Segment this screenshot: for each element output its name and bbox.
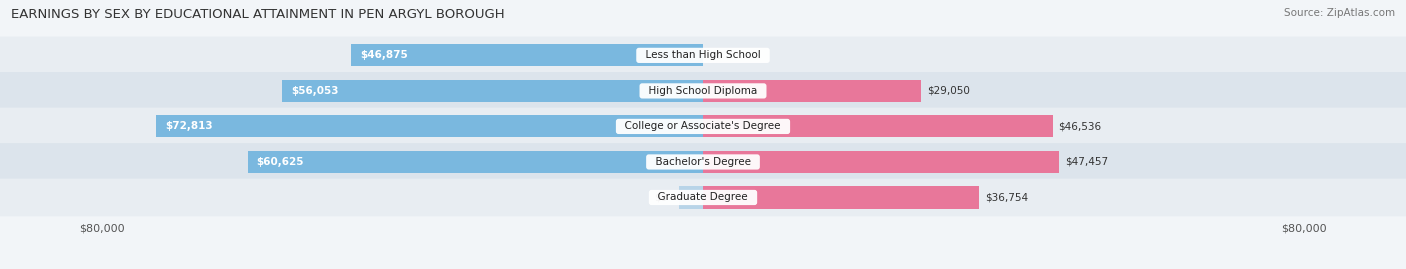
- Text: $56,053: $56,053: [291, 86, 339, 96]
- Bar: [247, 151, 703, 173]
- Text: $46,875: $46,875: [360, 50, 408, 60]
- Bar: [703, 151, 1060, 173]
- Text: $47,457: $47,457: [1066, 157, 1108, 167]
- FancyBboxPatch shape: [0, 108, 1406, 145]
- Text: $60,625: $60,625: [257, 157, 304, 167]
- Text: Bachelor's Degree: Bachelor's Degree: [648, 157, 758, 167]
- Bar: [679, 186, 703, 208]
- FancyBboxPatch shape: [0, 72, 1406, 110]
- FancyBboxPatch shape: [0, 143, 1406, 181]
- Bar: [283, 80, 703, 102]
- Text: $46,536: $46,536: [1059, 121, 1102, 132]
- Text: Graduate Degree: Graduate Degree: [651, 193, 755, 203]
- Text: $36,754: $36,754: [986, 193, 1028, 203]
- Text: $72,813: $72,813: [165, 121, 212, 132]
- Bar: [703, 115, 1053, 137]
- Text: $0: $0: [654, 193, 666, 203]
- Text: College or Associate's Degree: College or Associate's Degree: [619, 121, 787, 132]
- Bar: [352, 44, 703, 66]
- Bar: [703, 80, 921, 102]
- Text: EARNINGS BY SEX BY EDUCATIONAL ATTAINMENT IN PEN ARGYL BOROUGH: EARNINGS BY SEX BY EDUCATIONAL ATTAINMEN…: [11, 8, 505, 21]
- Bar: [156, 115, 703, 137]
- Text: High School Diploma: High School Diploma: [643, 86, 763, 96]
- Text: Less than High School: Less than High School: [638, 50, 768, 60]
- Text: $29,050: $29,050: [927, 86, 970, 96]
- Text: Source: ZipAtlas.com: Source: ZipAtlas.com: [1284, 8, 1395, 18]
- FancyBboxPatch shape: [0, 179, 1406, 216]
- Text: $0: $0: [709, 50, 723, 60]
- Bar: [703, 186, 979, 208]
- FancyBboxPatch shape: [0, 37, 1406, 74]
